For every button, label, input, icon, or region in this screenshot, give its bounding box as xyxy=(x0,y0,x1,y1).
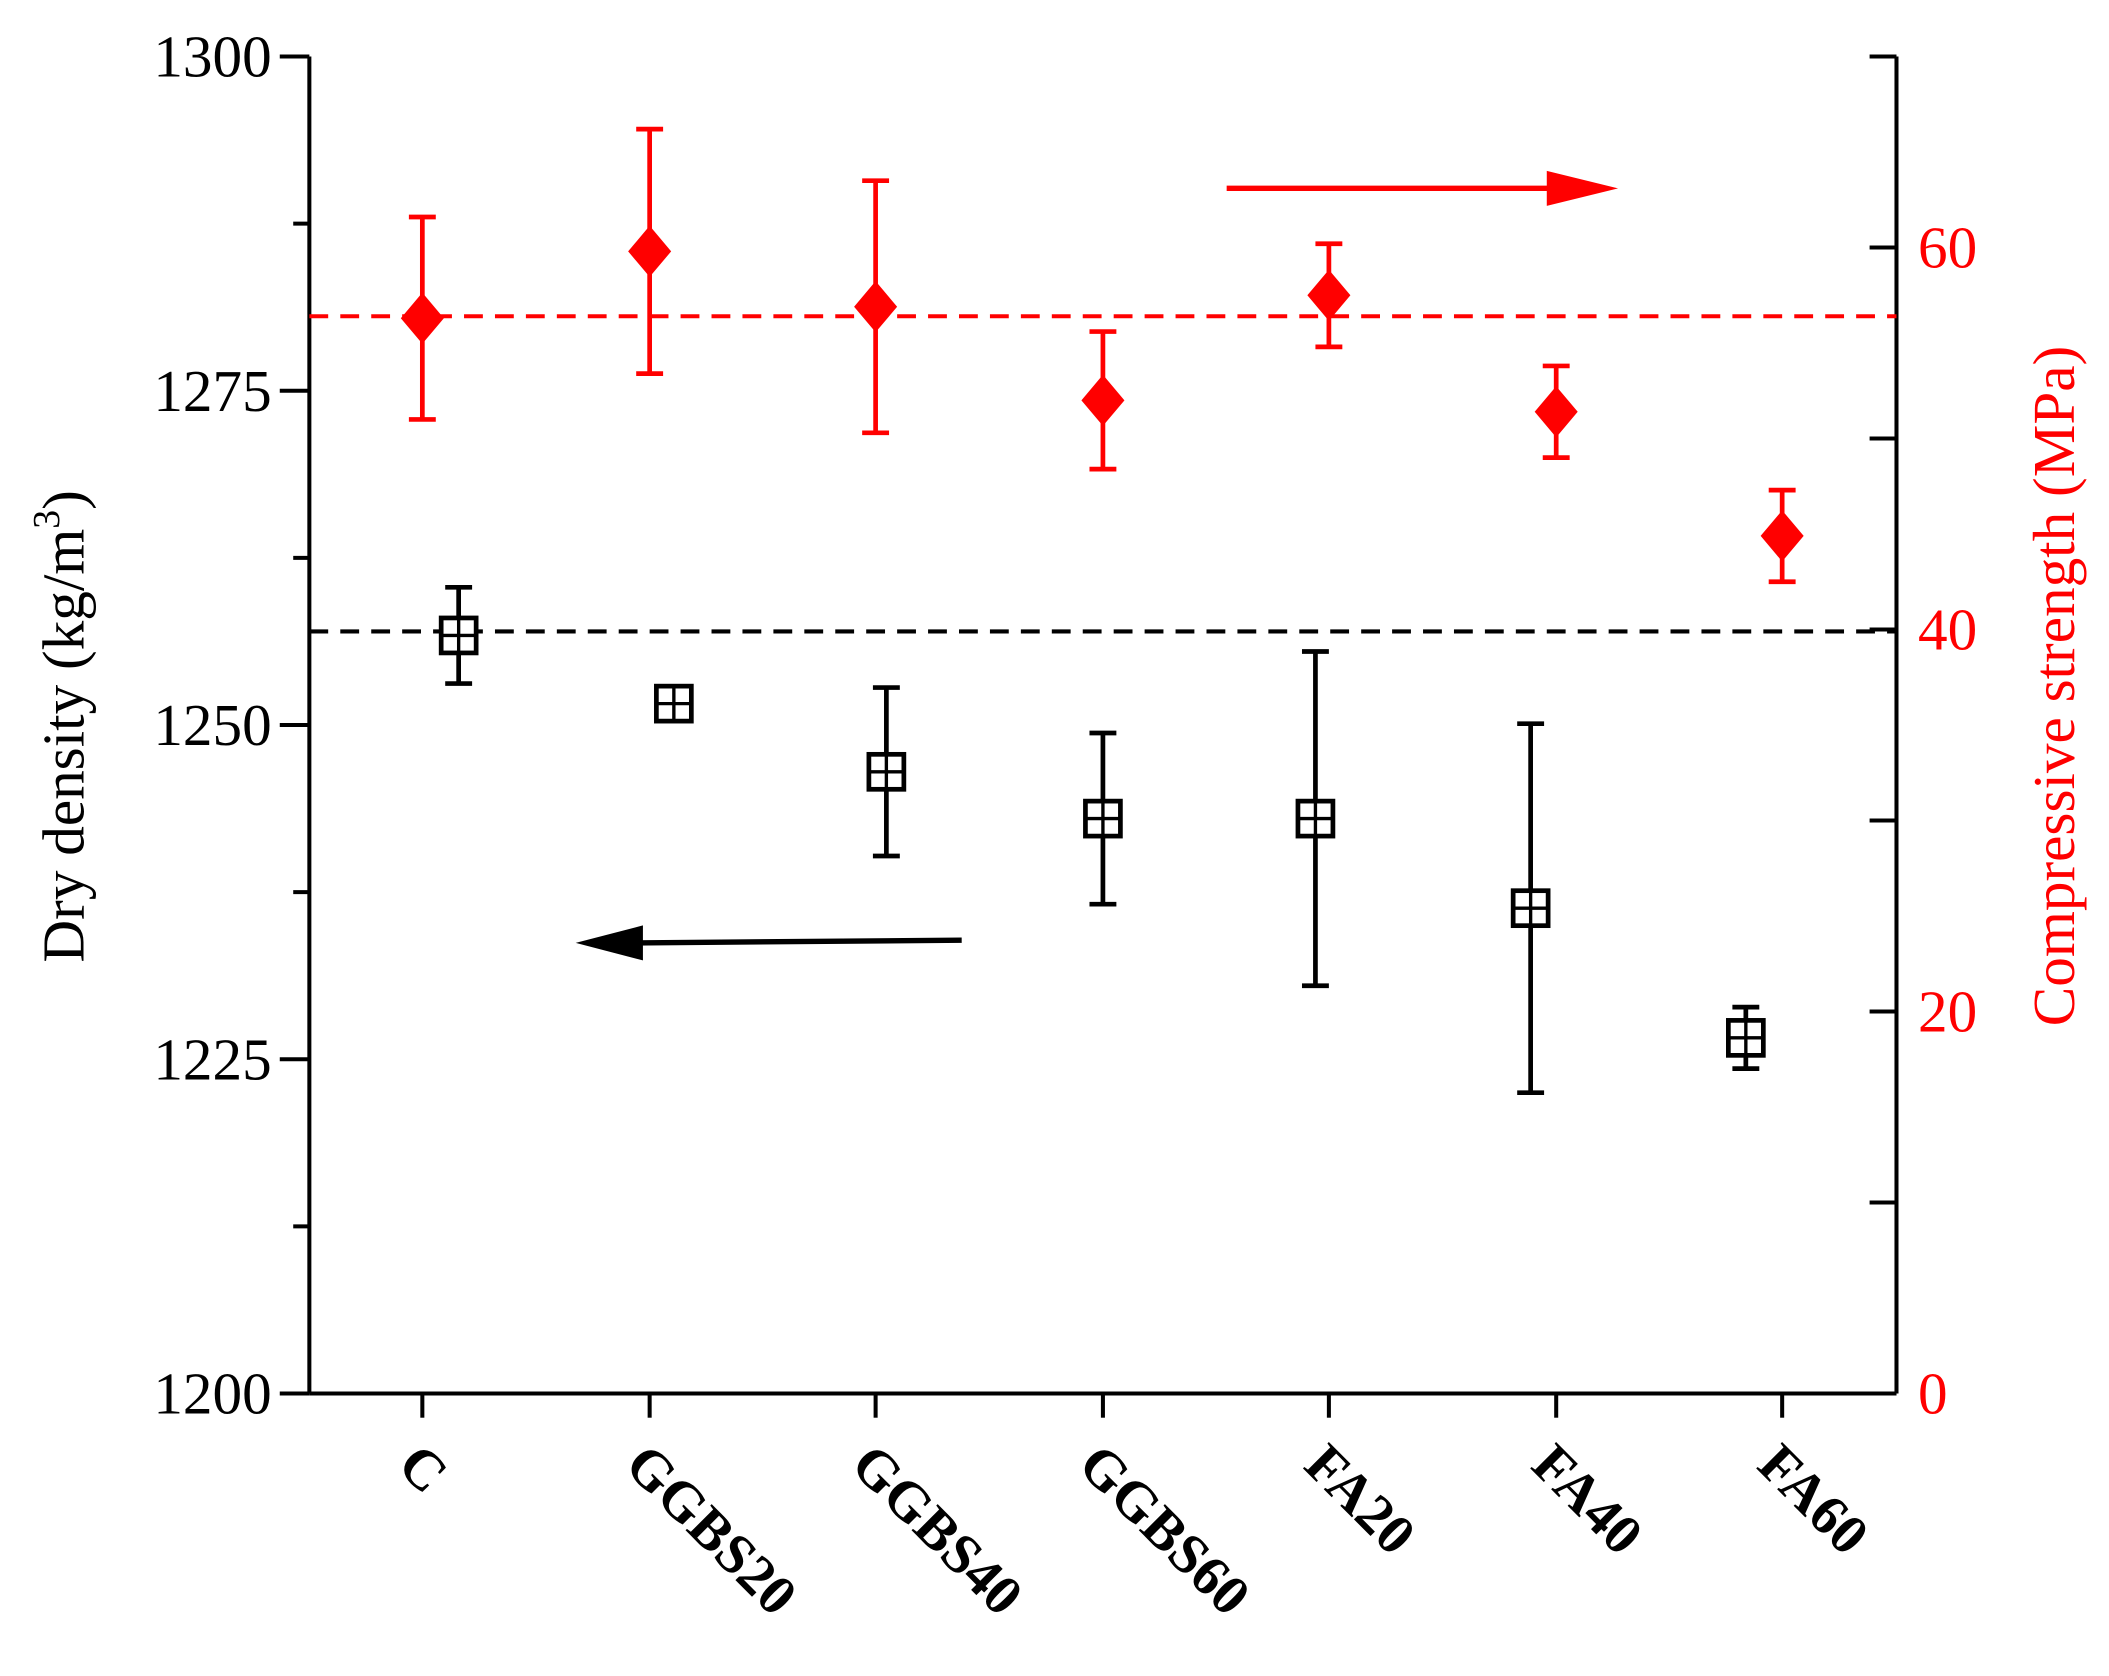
axes: 1200 1225 1250 1275 1300 0 20 40 60 C GGBS20 GGBS40… xyxy=(153,24,1977,1628)
right-axis-label: Compressive strength (MPa) xyxy=(2021,346,2087,1026)
strength-point xyxy=(1307,241,1351,350)
density-point xyxy=(1083,730,1123,907)
left-tick-label: 1200 xyxy=(153,1361,271,1427)
strength-point xyxy=(1534,363,1578,460)
strength-diamond-marker xyxy=(1534,386,1578,438)
right-tick-label: 40 xyxy=(1918,597,1977,663)
marks xyxy=(309,126,1897,1096)
left-tick-label: 1250 xyxy=(153,692,271,758)
strength-point xyxy=(400,214,444,422)
x-tick-label: FA20 xyxy=(1293,1433,1427,1567)
x-tick-label: FA60 xyxy=(1746,1433,1880,1567)
black-arrow-shaft xyxy=(632,937,962,946)
strength-diamond-marker xyxy=(854,281,898,333)
strength-diamond-marker xyxy=(400,292,444,344)
right-tick-label: 20 xyxy=(1918,979,1977,1045)
left-tick-label: 1300 xyxy=(153,24,271,90)
strength-diamond-marker xyxy=(1307,269,1351,321)
x-tick-label: GGBS20 xyxy=(614,1433,809,1628)
strength-point xyxy=(628,126,672,376)
density-point xyxy=(866,685,907,859)
density-point xyxy=(654,683,694,724)
strength-diamond-marker xyxy=(628,225,672,277)
left-tick-label: 1275 xyxy=(153,358,271,424)
strength-diamond-marker xyxy=(1760,510,1804,562)
right-tick-label: 60 xyxy=(1918,215,1977,281)
x-tick-label: C xyxy=(386,1433,459,1506)
density-point xyxy=(1510,721,1551,1096)
strength-point xyxy=(854,178,898,436)
black-arrow-left-icon xyxy=(575,925,643,961)
x-tick-label: GGBS40 xyxy=(840,1433,1035,1628)
strength-point xyxy=(1081,329,1125,472)
red-arrow-right-icon xyxy=(1546,170,1619,206)
left-tick-label: 1225 xyxy=(153,1026,271,1092)
left-axis-label: Dry density (kg/m3) xyxy=(26,490,96,962)
right-tick-label: 0 xyxy=(1918,1361,1948,1427)
density-point xyxy=(438,584,479,686)
strength-diamond-marker xyxy=(1081,374,1125,426)
strength-point xyxy=(1760,487,1804,585)
x-tick-label: GGBS60 xyxy=(1067,1433,1262,1628)
x-tick-label: FA40 xyxy=(1520,1433,1654,1567)
density-point xyxy=(1726,1004,1766,1071)
density-point xyxy=(1295,649,1336,989)
